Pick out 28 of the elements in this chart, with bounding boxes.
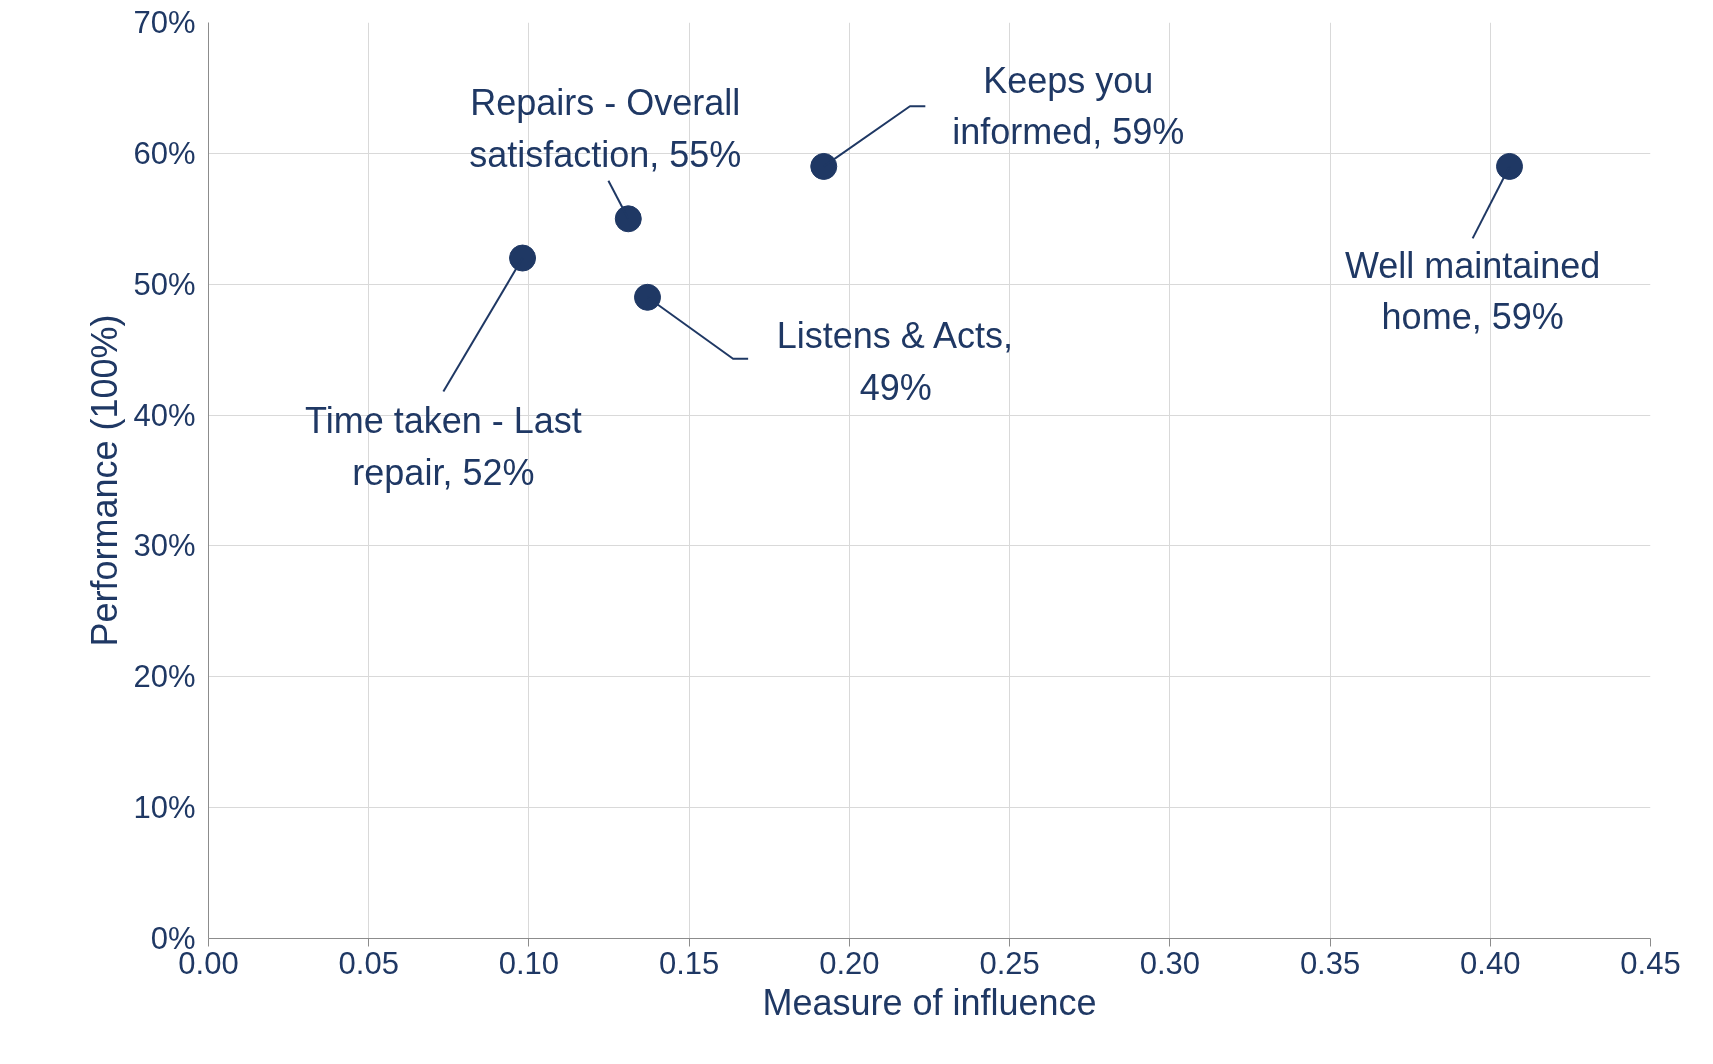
annotation: Well maintained home, 59% [1344, 244, 1601, 337]
y-tick-label: 50% [133, 266, 196, 302]
x-tick-label: 0.05 [338, 945, 399, 981]
x-tick-label: 0.45 [1620, 945, 1681, 981]
annotation: Repairs - Overall satisfaction, 55% [469, 82, 742, 175]
point [614, 205, 642, 233]
y-tick-label: 10% [133, 790, 196, 826]
x-tick-label: 0.20 [819, 945, 880, 981]
point [634, 283, 662, 311]
y-tick-label: 30% [133, 528, 196, 564]
point [509, 244, 537, 272]
y-tick-label: 20% [133, 659, 196, 695]
annotation: Time taken - Last repair, 52% [305, 400, 582, 493]
x-tick-label: 0.40 [1460, 945, 1521, 981]
annotation: Listens & Acts, 49% [776, 315, 1013, 408]
x-tick-label: 0.15 [659, 945, 720, 981]
point [810, 152, 838, 180]
point [1496, 152, 1523, 180]
y-tick-label: 70% [133, 5, 196, 40]
x-tick-label: 0.30 [1139, 945, 1201, 981]
y-tick-label: 60% [133, 135, 196, 171]
annotation: Keeps you informed, 59% [952, 60, 1185, 153]
x-tick-label: 0.10 [498, 945, 560, 981]
y-tick-label: 40% [133, 397, 196, 433]
x-axis-title: Measure of influence [762, 981, 1097, 1023]
x-tick-label: 0.25 [979, 945, 1040, 981]
y-axis-title: Performance (100%) [84, 314, 126, 647]
x-tick-label: 0.35 [1299, 945, 1361, 981]
